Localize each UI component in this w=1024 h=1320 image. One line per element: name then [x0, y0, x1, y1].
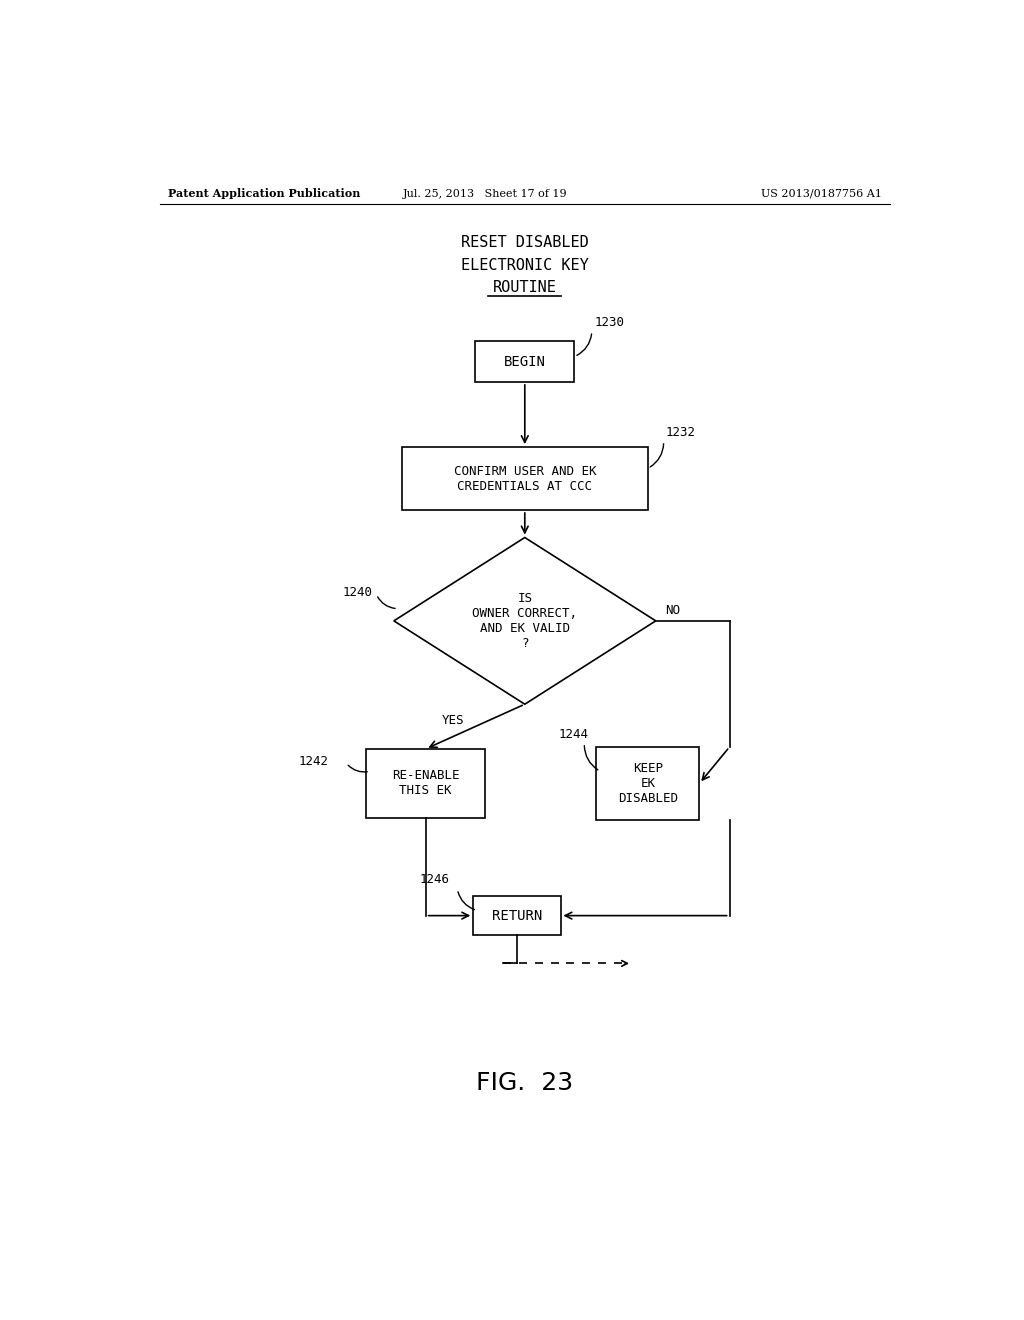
Text: 1230: 1230	[594, 317, 625, 329]
Bar	[401, 447, 648, 510]
Bar	[475, 342, 574, 381]
Text: Patent Application Publication: Patent Application Publication	[168, 189, 360, 199]
Text: RESET DISABLED: RESET DISABLED	[461, 235, 589, 251]
Bar	[596, 747, 699, 820]
Text: KEEP
EK
DISABLED: KEEP EK DISABLED	[617, 762, 678, 805]
Bar	[473, 896, 560, 935]
Text: RE-ENABLE
THIS EK: RE-ENABLE THIS EK	[392, 770, 460, 797]
Text: 1246: 1246	[419, 873, 450, 886]
Text: IS
OWNER CORRECT,
AND EK VALID
?: IS OWNER CORRECT, AND EK VALID ?	[472, 591, 578, 649]
Text: FIG.  23: FIG. 23	[476, 1072, 573, 1096]
Text: Jul. 25, 2013   Sheet 17 of 19: Jul. 25, 2013 Sheet 17 of 19	[402, 189, 567, 199]
Text: 1232: 1232	[666, 426, 695, 440]
Text: 1242: 1242	[299, 755, 329, 768]
Text: BEGIN: BEGIN	[504, 355, 546, 368]
Text: ROUTINE: ROUTINE	[493, 280, 557, 294]
Text: 1244: 1244	[558, 727, 588, 741]
Text: RETURN: RETURN	[492, 908, 542, 923]
Text: NO: NO	[666, 605, 680, 618]
Text: ELECTRONIC KEY: ELECTRONIC KEY	[461, 257, 589, 273]
Polygon shape	[394, 537, 655, 704]
Text: 1240: 1240	[342, 586, 373, 599]
Bar	[367, 748, 485, 818]
Text: CONFIRM USER AND EK
CREDENTIALS AT CCC: CONFIRM USER AND EK CREDENTIALS AT CCC	[454, 465, 596, 492]
Text: YES: YES	[441, 714, 464, 727]
Text: US 2013/0187756 A1: US 2013/0187756 A1	[761, 189, 882, 199]
